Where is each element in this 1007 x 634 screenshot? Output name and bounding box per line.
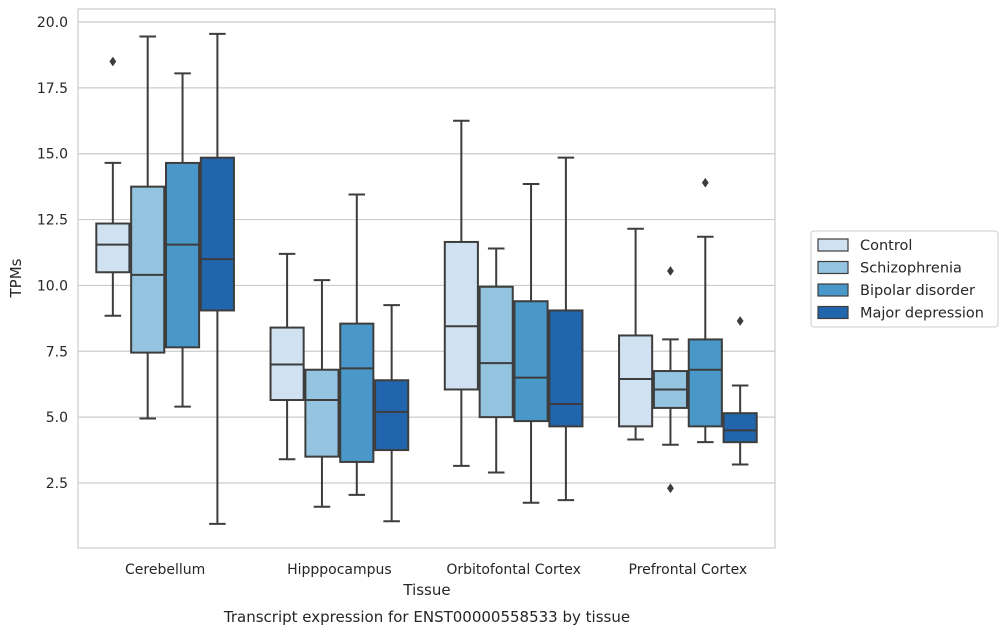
x-tick-label: Cerebellum [125, 562, 205, 578]
legend-swatch [817, 305, 849, 320]
box [199, 156, 235, 312]
box [513, 300, 549, 423]
box-group [513, 183, 549, 504]
outlier-point [666, 483, 674, 494]
box [304, 368, 340, 458]
y-tick-label: 5.0 [46, 410, 68, 426]
outlier-point [701, 177, 709, 188]
y-tick-label: 7.5 [46, 344, 68, 360]
box [130, 185, 166, 354]
x-axis-ticks: Cerebellum Hipppocampus Orbitofontal Corte… [125, 562, 747, 578]
y-tick-label: 20.0 [37, 15, 68, 31]
x-tick-label: Prefrontal Cortex [629, 562, 748, 578]
box-group [548, 156, 584, 502]
legend-swatch [817, 260, 849, 275]
y-tick-label: 17.5 [37, 81, 68, 97]
box-plot-marks [95, 32, 758, 525]
y-tick-label: 10.0 [37, 278, 68, 294]
legend-label: Major depression [860, 306, 984, 322]
box-group [618, 227, 654, 441]
box [443, 240, 479, 391]
box-group [339, 193, 375, 496]
y-axis-title: TPMs [7, 258, 25, 298]
outlier-point [109, 56, 117, 67]
y-tick-label: 12.5 [37, 213, 68, 229]
box-group [652, 266, 689, 494]
x-axis-title: Tissue [402, 581, 450, 599]
legend: Control Schizophrenia Bipolar disorder Majo… [810, 230, 999, 328]
x-tick-label: Hipppocampus [287, 562, 392, 578]
y-axis-ticks: 2.5 5.0 7.5 10.0 12.5 15.0 17.5 20.0 [37, 15, 68, 492]
box [687, 338, 723, 428]
box-group [374, 304, 410, 523]
legend-frame [810, 230, 999, 328]
box [478, 285, 514, 419]
legend-label: Schizophrenia [860, 261, 962, 277]
plot-frame [77, 8, 776, 549]
legend-swatch [817, 238, 849, 252]
box-group [199, 32, 235, 525]
box-group [95, 56, 131, 317]
legend-label: Bipolar disorder [860, 283, 975, 299]
box-group [478, 247, 514, 474]
box-group [722, 316, 758, 466]
box-group [443, 119, 479, 467]
box [548, 309, 584, 428]
box [164, 161, 201, 349]
chart-caption: Transcript expression for ENST0000055853… [223, 608, 630, 626]
box-group [269, 252, 305, 461]
outlier-point [666, 266, 674, 276]
legend-swatch [817, 283, 849, 297]
box-group [164, 72, 201, 408]
box [339, 322, 375, 463]
y-tick-label: 2.5 [46, 476, 68, 492]
box [95, 222, 131, 274]
box-group [304, 279, 340, 508]
box-group [687, 177, 723, 444]
y-tick-label: 15.0 [37, 147, 68, 163]
legend-label: Control [860, 238, 912, 254]
x-tick-label: Orbitofontal Cortex [446, 562, 581, 578]
outlier-point [736, 316, 744, 326]
box-group [130, 35, 166, 420]
box [618, 334, 654, 428]
box [722, 412, 758, 444]
box [374, 379, 410, 452]
